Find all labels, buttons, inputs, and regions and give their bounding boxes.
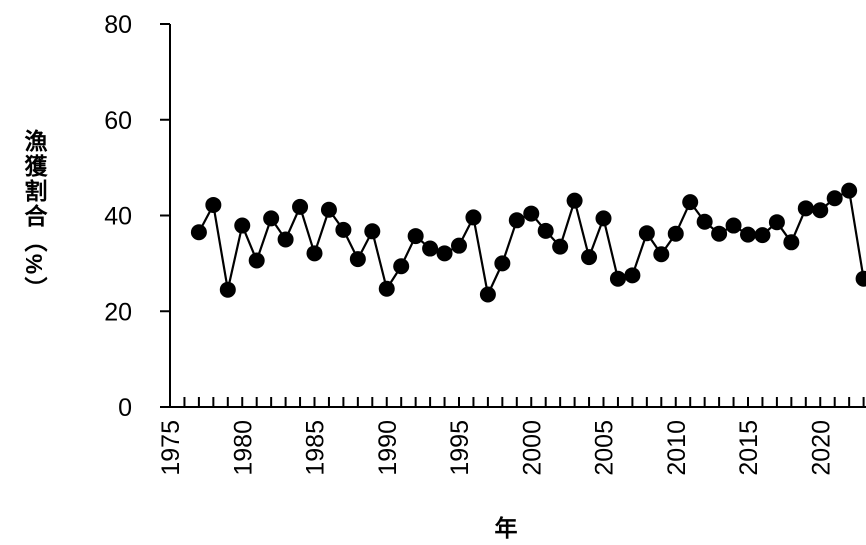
data-point	[609, 270, 626, 287]
data-point	[219, 281, 236, 298]
data-point	[422, 240, 439, 257]
x-tick-label: 2000	[518, 420, 546, 476]
x-tick-label: 1975	[157, 420, 185, 476]
data-point	[841, 182, 858, 199]
data-point	[205, 196, 222, 213]
data-point	[407, 228, 424, 245]
data-point	[537, 222, 554, 239]
data-point	[436, 245, 453, 262]
y-axis-title: 漁獲割合（%）	[21, 128, 48, 301]
data-point	[653, 246, 670, 263]
data-point	[320, 201, 337, 218]
data-point	[451, 237, 467, 254]
data-point	[812, 202, 829, 219]
data-point	[740, 226, 756, 243]
y-tick-label: 40	[104, 203, 132, 231]
x-tick-label: 2020	[807, 420, 835, 476]
data-point	[624, 267, 641, 284]
x-tick-label: 1995	[446, 420, 474, 476]
y-axis-ticks: 0 20 40 60 80	[104, 11, 170, 422]
data-point	[234, 217, 251, 234]
data-series	[190, 182, 866, 303]
data-point	[682, 194, 699, 211]
y-tick-label: 20	[104, 298, 132, 326]
x-axis-title: 年	[495, 515, 518, 541]
data-point	[292, 198, 309, 215]
data-point	[566, 192, 583, 209]
data-point	[378, 280, 395, 297]
y-tick-label: 80	[104, 11, 132, 39]
data-point	[277, 231, 294, 248]
data-point	[826, 190, 843, 207]
data-point	[797, 200, 814, 217]
x-axis-ticks: 1975 1980 1985 1990 1995 2000 2005 2010 2015 2020	[157, 397, 865, 476]
data-point	[855, 270, 866, 287]
data-point	[335, 221, 352, 238]
data-point	[465, 209, 482, 226]
data-point	[552, 238, 569, 255]
data-point	[783, 234, 800, 251]
x-tick-label: 1985	[302, 420, 330, 476]
data-point	[523, 205, 540, 222]
data-point	[768, 214, 785, 231]
data-point	[725, 217, 742, 234]
data-point	[494, 255, 511, 272]
data-point	[754, 227, 771, 244]
data-point	[393, 258, 410, 275]
x-tick-label: 1990	[374, 420, 402, 476]
data-point	[581, 249, 598, 266]
x-tick-label: 2015	[735, 420, 763, 476]
data-point	[667, 225, 684, 242]
data-point	[508, 212, 525, 229]
data-point	[248, 252, 265, 269]
data-point	[479, 286, 496, 303]
x-tick-label: 1980	[229, 420, 257, 476]
data-point	[595, 210, 612, 227]
data-point	[306, 245, 323, 262]
x-tick-label: 2005	[591, 420, 619, 476]
data-point	[364, 223, 381, 240]
data-point	[349, 251, 366, 268]
y-tick-label: 60	[104, 107, 132, 135]
data-point	[696, 213, 713, 230]
data-point	[190, 224, 207, 241]
data-point	[711, 225, 728, 242]
y-tick-label: 0	[118, 394, 132, 422]
data-point	[638, 225, 655, 242]
data-point	[263, 210, 280, 227]
x-tick-label: 2010	[663, 420, 691, 476]
